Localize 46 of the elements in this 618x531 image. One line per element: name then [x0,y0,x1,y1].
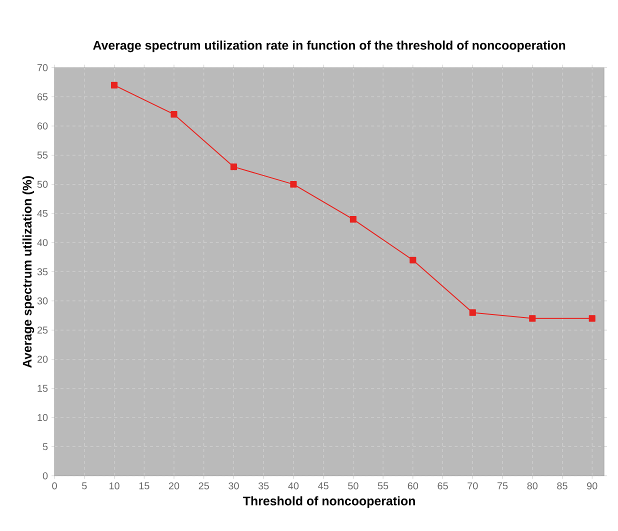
x-tick-label: 85 [557,482,568,490]
x-tick-label: 60 [408,482,418,490]
x-tick-label: 0 [52,482,57,490]
y-tick-label: 40 [37,239,48,246]
point [170,111,178,118]
y-tick-label: 70 [37,64,48,72]
x-tick-label: 20 [168,482,180,490]
x-tick-label: 35 [258,482,269,490]
point [410,257,416,264]
y-axis-title: Average spectrum utilization (%) [22,176,34,368]
x-tick-label: 30 [228,482,239,490]
point [230,164,238,170]
y-tick-label: 20 [37,356,48,363]
y-tick-label: 25 [37,326,48,334]
y-tick-label: 35 [37,268,48,276]
x-tick-label: 50 [348,482,358,490]
point [588,315,596,322]
x-tick-label: 65 [438,482,448,490]
y-tick-label: 60 [37,122,48,130]
y-tick-label: 50 [37,180,48,188]
x-tick-label: 5 [82,482,87,490]
x-tick-label: 55 [378,482,388,490]
y-tick-label: 5 [42,443,48,450]
x-axis-title: Threshold of noncooperation [243,496,415,508]
x-tick-label: 15 [139,482,150,490]
y-tick-label: 0 [42,472,48,480]
point [350,216,356,223]
x-tick-label: 80 [527,482,538,490]
point [469,309,476,316]
x-tick-label: 25 [198,482,209,490]
x-tick-label: 10 [109,482,120,490]
y-tick-label: 45 [37,210,48,218]
y-tick-label: 15 [38,385,48,392]
x-tick-label: 70 [468,482,478,490]
point [529,315,536,322]
y-tick-label: 30 [37,298,48,305]
point [110,82,118,89]
y-tick-label: 65 [37,94,48,101]
y-tick-label: 10 [38,414,48,422]
x-tick-label: 90 [587,482,598,490]
x-tick-label: 45 [318,482,328,490]
x-tick-label: 40 [288,482,299,490]
y-tick-label: 55 [37,152,48,159]
x-tick-label: 75 [497,482,508,490]
chart-title: Average spectrum utilization rate in function of the threshold of noncooperation [93,40,566,52]
point [290,181,297,188]
